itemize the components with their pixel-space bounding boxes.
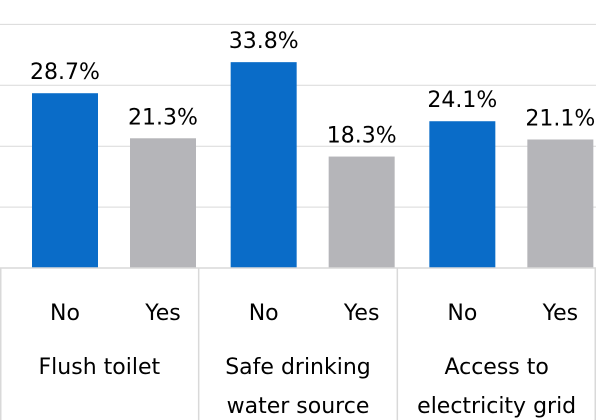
group-label-1-line-0: Safe drinking: [225, 355, 371, 380]
group-label-0-line-0: Flush toilet: [39, 355, 161, 380]
category-label-g0-no: No: [50, 301, 80, 326]
value-label-g2-yes: 21.1%: [525, 107, 595, 132]
bar-g0-no: [32, 93, 98, 268]
value-label-g1-yes: 18.3%: [327, 124, 397, 149]
value-label-g1-no: 33.8%: [229, 29, 299, 54]
group-label-1-line-1: water source: [227, 394, 370, 419]
bars: [32, 62, 594, 268]
group-label-2-line-0: Access to: [444, 355, 548, 380]
bar-g2-no: [429, 121, 496, 268]
bar-g1-no: [230, 62, 297, 268]
value-label-g0-no: 28.7%: [30, 60, 100, 85]
value-label-g2-no: 24.1%: [427, 88, 497, 113]
bar-g2-yes: [527, 139, 594, 268]
category-label-g0-yes: Yes: [144, 301, 181, 326]
gridlines: [0, 23, 596, 208]
bar-g1-yes: [328, 156, 395, 268]
bar-g0-yes: [130, 138, 196, 268]
group-label-2-line-1: electricity grid: [417, 394, 576, 419]
value-label-g0-yes: 21.3%: [128, 105, 198, 130]
category-label-g2-yes: Yes: [542, 301, 579, 326]
category-label-g1-yes: Yes: [343, 301, 380, 326]
value-labels: 28.7% 21.3% 33.8% 18.3% 24.1% 21.1%: [30, 29, 595, 148]
category-label-g1-no: No: [249, 301, 279, 326]
category-axis: No Yes Flush toilet No Yes Safe drinking water…: [0, 267, 596, 420]
category-label-g2-no: No: [447, 301, 477, 326]
